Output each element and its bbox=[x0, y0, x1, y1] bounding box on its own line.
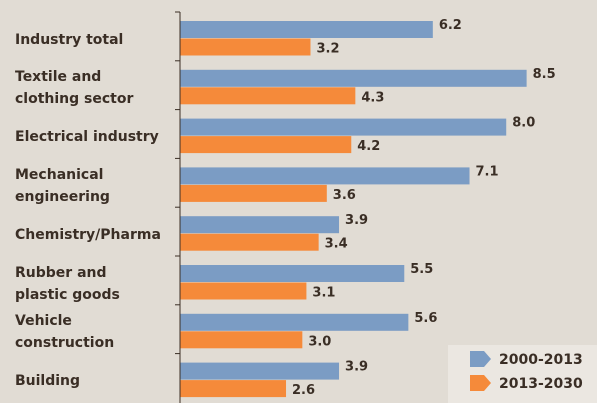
value-label: 3.2 bbox=[316, 42, 339, 57]
legend-label: 2013-2030 bbox=[499, 376, 583, 392]
value-label: 5.5 bbox=[410, 262, 433, 277]
bar bbox=[180, 380, 287, 398]
category-label: Vehicle construction bbox=[15, 313, 115, 352]
legend-marker bbox=[470, 375, 491, 391]
value-label: 3.1 bbox=[312, 286, 335, 301]
value-label: 3.0 bbox=[308, 334, 331, 349]
bar bbox=[180, 282, 307, 300]
bar bbox=[180, 118, 507, 136]
bar bbox=[180, 265, 405, 282]
category-label: Chemistry/Pharma bbox=[15, 226, 161, 243]
value-label: 4.2 bbox=[357, 139, 380, 154]
category-label: Rubber and plastic goods bbox=[15, 264, 120, 303]
bar bbox=[180, 362, 340, 380]
bar bbox=[180, 87, 356, 105]
value-label: 2.6 bbox=[292, 383, 315, 398]
bar bbox=[180, 21, 433, 38]
value-label: 5.6 bbox=[414, 311, 437, 326]
bar bbox=[180, 331, 303, 349]
category-label: Building bbox=[15, 373, 81, 390]
bar bbox=[180, 233, 319, 251]
value-label: 3.9 bbox=[345, 360, 368, 375]
value-label: 7.1 bbox=[476, 164, 499, 179]
value-label: 3.9 bbox=[345, 213, 368, 228]
bar bbox=[180, 216, 340, 234]
category-label: Textile and clothing sector bbox=[15, 69, 134, 108]
bar bbox=[180, 184, 327, 202]
value-label: 8.0 bbox=[512, 116, 535, 131]
bar bbox=[180, 167, 470, 185]
legend-label: 2000-2013 bbox=[499, 352, 583, 368]
bar bbox=[180, 136, 352, 154]
value-label: 6.2 bbox=[439, 18, 462, 33]
legend-marker bbox=[470, 351, 491, 367]
value-label: 3.6 bbox=[333, 188, 356, 203]
bar bbox=[180, 69, 527, 87]
value-label: 3.4 bbox=[325, 237, 348, 252]
bar bbox=[180, 313, 409, 331]
category-label: Industry total bbox=[15, 31, 124, 48]
category-label: Mechanical engineering bbox=[15, 166, 110, 205]
category-label: Electrical industry bbox=[15, 129, 159, 146]
value-label: 4.3 bbox=[361, 90, 384, 105]
bar bbox=[180, 38, 311, 56]
value-label: 8.5 bbox=[533, 67, 556, 82]
